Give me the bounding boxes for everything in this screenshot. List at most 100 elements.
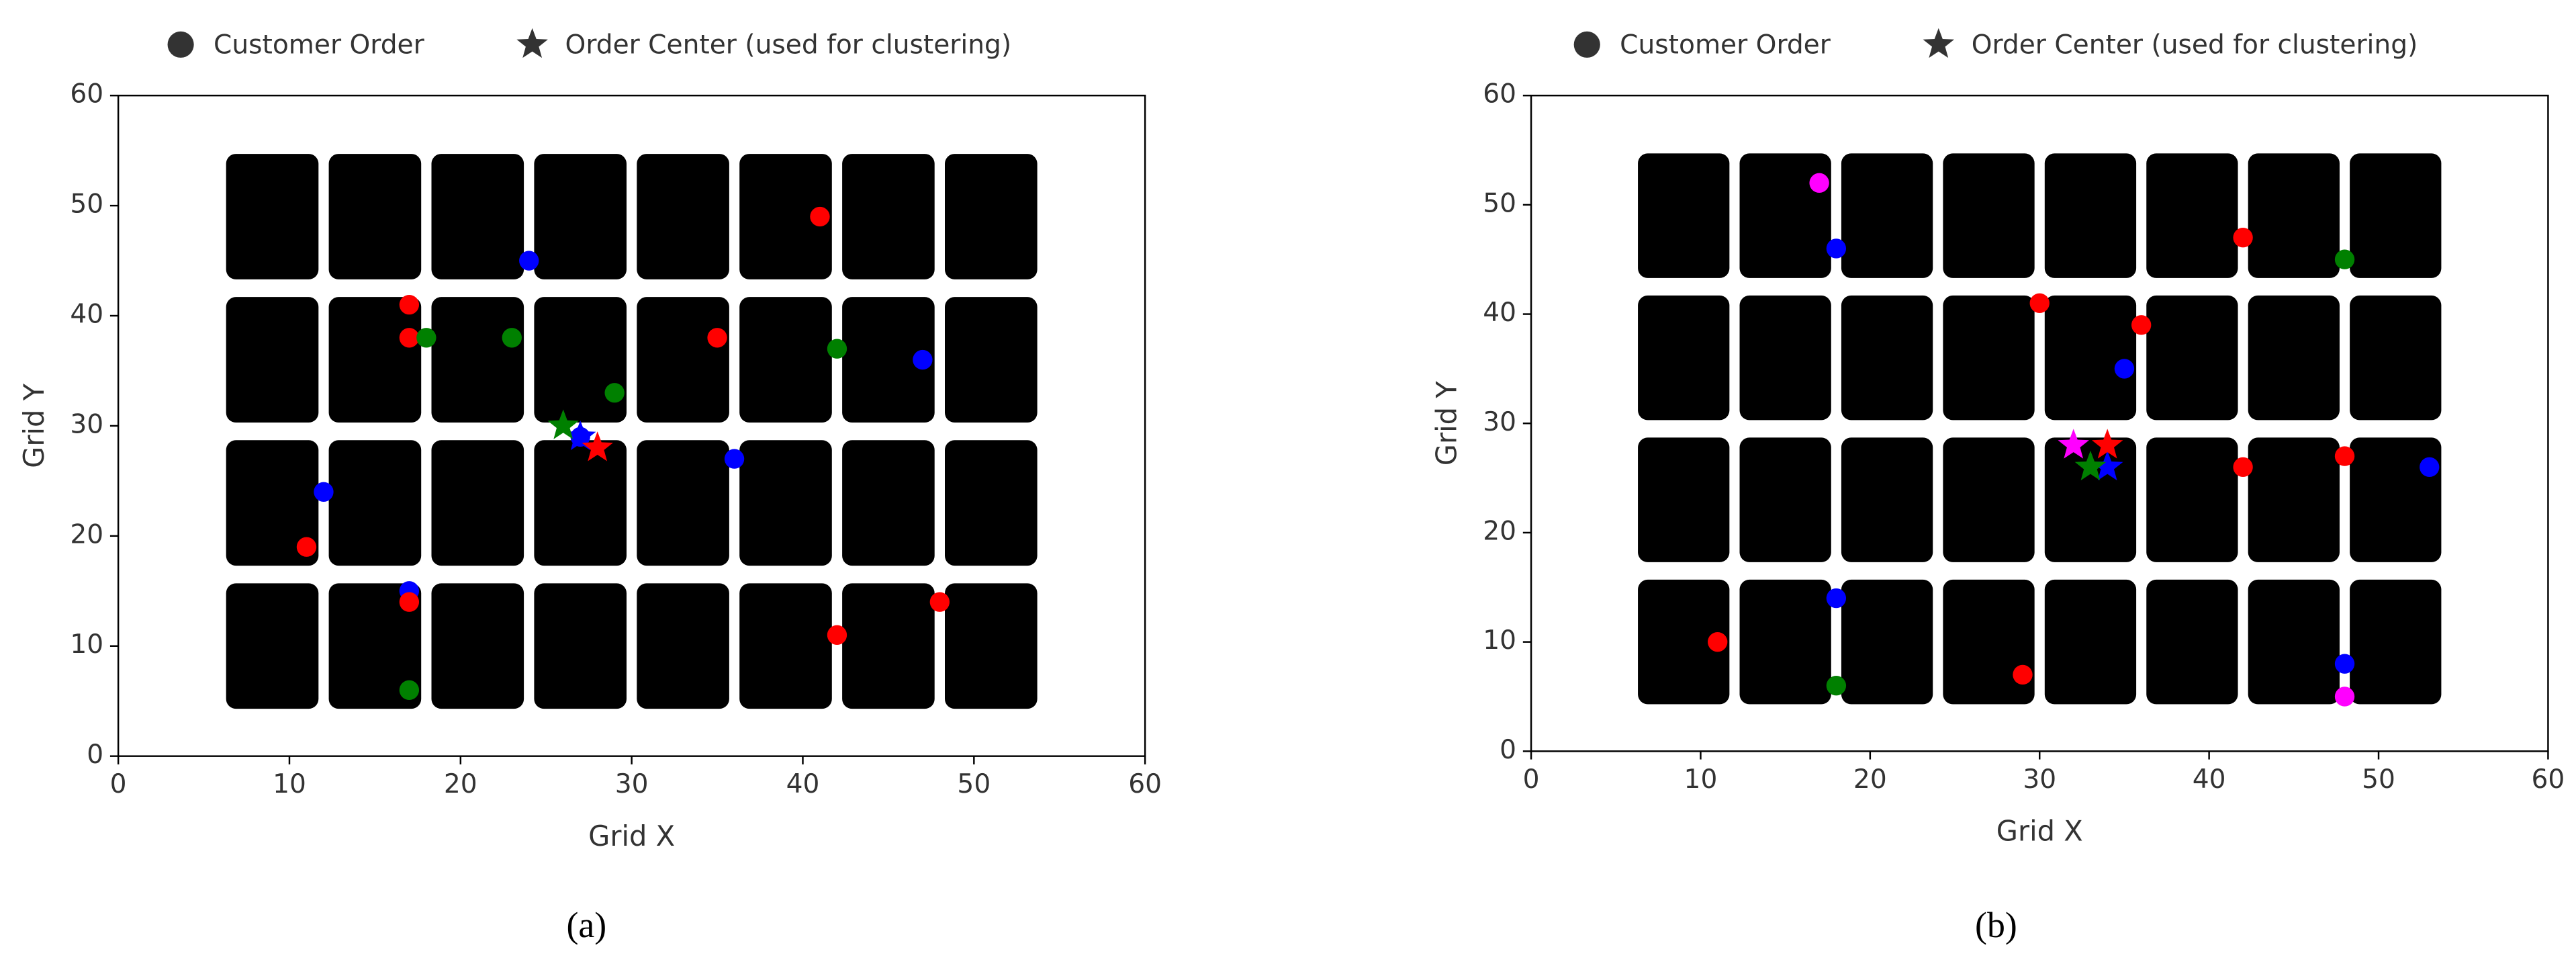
customer-order: [1826, 676, 1847, 696]
y-tick-label: 40: [70, 300, 103, 330]
rack: [328, 154, 422, 279]
customer-order: [1708, 631, 1728, 652]
rack: [739, 583, 832, 709]
customer-order: [929, 592, 950, 612]
rack: [534, 297, 627, 423]
y-tick-label: 20: [1483, 516, 1516, 546]
x-tick-label: 50: [957, 769, 991, 799]
rack: [1841, 437, 1933, 562]
rack: [534, 154, 627, 279]
customer-order: [827, 625, 847, 646]
rack: [226, 440, 319, 566]
rack: [431, 297, 524, 423]
rack: [2146, 295, 2238, 421]
rack: [637, 440, 729, 566]
x-axis-label: Grid X: [588, 820, 675, 852]
customer-order: [2420, 457, 2440, 478]
y-tick-label: 50: [70, 189, 103, 220]
customer-order: [399, 294, 420, 315]
rack: [739, 440, 832, 566]
customer-order: [502, 328, 522, 348]
rack: [534, 440, 627, 566]
rack: [637, 154, 729, 279]
x-tick-label: 30: [615, 769, 649, 799]
rack: [1841, 153, 1933, 278]
rack: [2350, 437, 2442, 562]
rack: [226, 583, 319, 709]
customer-order: [399, 592, 420, 612]
legend-marker: [516, 28, 548, 58]
y-tick-label: 60: [1483, 79, 1516, 109]
customer-order: [1826, 588, 1847, 609]
x-tick-label: 10: [273, 769, 306, 799]
rack: [328, 297, 422, 423]
rack: [2044, 153, 2137, 278]
x-axis-label: Grid X: [1996, 815, 2083, 848]
customer-order: [707, 328, 727, 348]
legend-label: Order Center (used for clustering): [1972, 30, 2418, 60]
rack: [1841, 295, 1933, 421]
x-tick-label: 40: [2193, 764, 2226, 795]
y-tick-label: 30: [1483, 407, 1516, 437]
customer-order: [296, 537, 317, 557]
customer-order: [314, 482, 334, 502]
rack: [1943, 295, 2035, 421]
rack: [842, 154, 935, 279]
rack: [2248, 579, 2340, 705]
customer-order: [399, 328, 420, 348]
rack: [1638, 295, 1730, 421]
customer-order: [724, 449, 745, 469]
y-tick-label: 0: [1500, 735, 1516, 765]
customer-order: [827, 339, 847, 359]
y-tick-label: 30: [70, 409, 103, 439]
x-tick-label: 20: [1853, 764, 1887, 795]
rack: [637, 583, 729, 709]
legend-marker: [1923, 28, 1955, 58]
rack: [945, 440, 1038, 566]
x-tick-label: 0: [1523, 764, 1540, 795]
rack: [945, 297, 1038, 423]
x-tick-label: 20: [444, 769, 477, 799]
order-center: [2091, 450, 2123, 481]
rack: [1841, 579, 1933, 705]
customer-order: [2233, 457, 2253, 478]
chart: Customer Order Order Center (used for clu…: [17, 28, 1162, 945]
rack: [226, 297, 319, 423]
customer-order: [2334, 446, 2355, 466]
rack: [1638, 579, 1730, 705]
customer-order: [2334, 654, 2355, 674]
y-tick-label: 60: [70, 79, 103, 109]
rack: [739, 297, 832, 423]
rack: [431, 583, 524, 709]
rack: [1943, 579, 2035, 705]
rack: [2248, 153, 2340, 278]
x-tick-label: 40: [786, 769, 820, 799]
rack: [1739, 579, 1831, 705]
customer-order: [2131, 315, 2152, 335]
x-tick-label: 30: [2023, 764, 2056, 795]
customer-order: [399, 680, 420, 700]
y-tick-label: 20: [70, 519, 103, 549]
rack: [2146, 579, 2238, 705]
chart: Customer Order Order Center (used for clu…: [1430, 28, 2565, 945]
rack: [1739, 437, 1831, 562]
rack: [842, 583, 935, 709]
legend-label: Order Center (used for clustering): [565, 30, 1012, 60]
rack: [637, 297, 729, 423]
y-axis-label: Grid Y: [1430, 381, 1463, 466]
legend-label: Customer Order: [1620, 30, 1831, 60]
rack: [842, 440, 935, 566]
customer-order: [810, 206, 830, 227]
rack: [2350, 295, 2442, 421]
rack: [2146, 437, 2238, 562]
customer-order: [604, 383, 625, 403]
order-center: [547, 409, 579, 439]
y-axis-label: Grid Y: [17, 383, 50, 468]
caption: (a): [567, 905, 607, 945]
legend-marker: [167, 31, 194, 58]
rack: [2044, 579, 2137, 705]
rack: [1739, 153, 1831, 278]
customer-order: [2029, 293, 2050, 313]
customer-order: [1826, 238, 1847, 259]
